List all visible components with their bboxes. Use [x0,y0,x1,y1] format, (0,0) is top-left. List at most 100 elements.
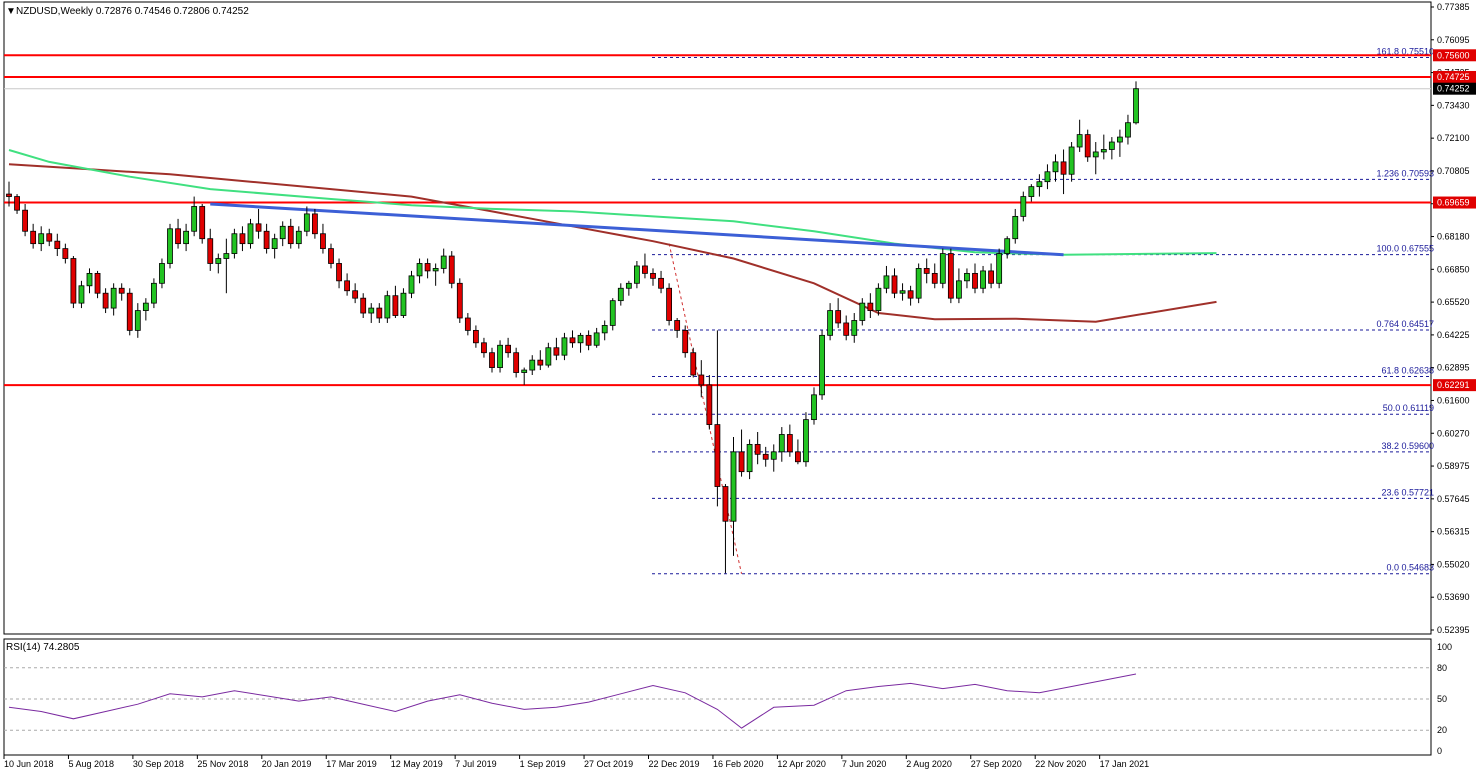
candle-body [553,347,560,356]
candle-body [609,300,616,326]
candle-body [183,230,190,245]
candle-body [489,352,495,368]
candle-body [545,347,552,366]
price-axis-label: 0.55020 [1437,559,1470,569]
candle-body [529,359,536,371]
candle-body [62,248,69,259]
candle-body [786,434,793,453]
time-axis-label: 16 Feb 2020 [713,759,764,769]
time-axis-label: 7 Jun 2020 [842,759,887,769]
time-axis-label: 10 Jun 2018 [4,759,54,769]
candle-body [1060,161,1067,175]
candle-body [770,451,777,460]
price-axis-label: 0.60270 [1437,428,1470,438]
candle-body [803,419,809,463]
candle-body [167,228,173,264]
candle-body [561,337,568,356]
candle-body [456,282,463,319]
candle-body [1084,134,1091,158]
price-tag-label: 0.69659 [1437,198,1470,208]
fib-level-label: 23.6 0.57721 [1381,487,1434,497]
candle-body [891,275,898,294]
candle-body [46,233,53,242]
candle-body [336,263,342,282]
candle-body [481,342,487,354]
candle-body [569,337,576,344]
time-axis-label: 5 Aug 2018 [68,759,114,769]
candle-body [642,265,648,274]
fib-level-label: 0.764 0.64517 [1376,319,1434,329]
time-axis-label: 12 Apr 2020 [777,759,826,769]
candle-body [191,206,198,232]
candle-body [279,225,286,240]
time-axis-label: 7 Jul 2019 [455,759,497,769]
candle-body [1036,181,1043,188]
candle-body [980,270,986,289]
price-axis-label: 0.73430 [1437,100,1470,110]
candle-body [392,295,399,316]
candle-body [1020,196,1027,217]
candle-body [811,394,817,421]
candle-body [883,275,890,289]
price-tag-background [1433,379,1476,392]
candle-body [827,310,833,336]
candle-body [303,213,310,232]
candle-body [102,292,109,309]
time-axis-label: 17 Jan 2021 [1100,759,1150,769]
candle-body [1100,149,1107,153]
candle-body [714,424,721,487]
price-tag-background [1433,49,1476,62]
fib-level-label: 50.0 0.61119 [1383,403,1434,413]
candle-body [1004,238,1011,254]
candle-body [150,282,157,304]
time-axis-label: 1 Sep 2019 [520,759,566,769]
candle-body [22,209,29,232]
candle-body [86,272,93,287]
time-axis-label: 22 Dec 2019 [649,759,700,769]
fib-level-label: 1.236 0.70593 [1376,168,1434,178]
candle-body [1052,161,1059,173]
candle-body [440,255,447,269]
candle-body [432,268,439,272]
price-tag-label: 0.75600 [1437,50,1470,60]
candle-body [1028,186,1035,197]
candle-body [835,310,842,324]
candle-body [408,275,415,294]
candle-body [875,287,882,311]
candle-body [738,451,745,473]
price-axis-label: 0.65520 [1437,297,1470,307]
candle-body [142,302,149,311]
candle-body [795,451,801,463]
price-axis-label: 0.56315 [1437,527,1470,537]
candle-body [134,310,141,331]
candle-body [988,270,994,284]
candle-body [295,230,302,245]
candle-body [754,443,761,455]
time-axis-label: 30 Sep 2018 [133,759,184,769]
candle-body [384,295,391,319]
price-axis-label: 0.57645 [1437,494,1470,504]
price-tag-label: 0.62291 [1437,380,1470,390]
candle-body [682,329,689,354]
rsi-title: RSI(14) 74.2805 [6,642,80,653]
candle-body [1068,146,1075,175]
candle-body [1125,122,1131,138]
rsi-axis-label: 20 [1437,725,1447,735]
price-axis-label: 0.58975 [1437,461,1470,471]
candle-body [690,352,697,376]
candle-body [328,248,334,264]
candle-body [207,238,214,264]
price-axis-label: 0.72100 [1437,133,1470,143]
candle-body [778,434,785,453]
candle-body [78,285,85,304]
candle-body [746,443,753,473]
price-tag-background [1433,196,1476,209]
fib-level-label: 0.0 0.54683 [1386,563,1434,573]
candle-body [634,265,640,284]
candle-body [819,334,825,396]
candle-body [400,292,407,316]
candle-body [360,297,367,314]
fib-level-label: 38.2 0.59600 [1381,441,1434,451]
candle-body [30,230,37,245]
candle-body [521,369,528,373]
